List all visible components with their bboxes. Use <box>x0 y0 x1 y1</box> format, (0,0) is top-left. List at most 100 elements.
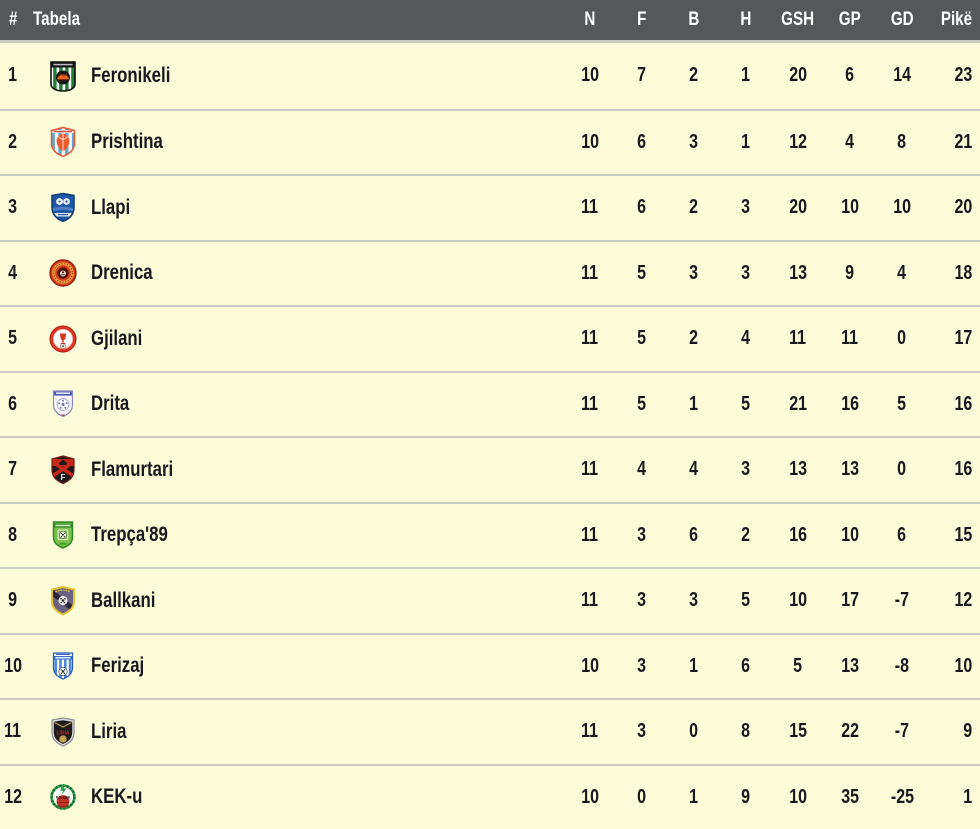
stat-b: 1 <box>689 785 699 808</box>
table-row[interactable]: 6 Drita 11 5 1 5 21 16 5 16 <box>0 370 980 436</box>
drita-logo-icon <box>48 388 78 420</box>
stat-pike: 16 <box>954 392 972 415</box>
club-name: Llapi <box>91 195 131 219</box>
col-header-b: B <box>688 9 700 30</box>
stat-h: 1 <box>741 130 751 153</box>
stat-gp: 17 <box>841 589 859 612</box>
stat-gp: 11 <box>841 327 859 350</box>
stat-gp: 4 <box>845 130 855 153</box>
table-row[interactable]: 7 F Flamurtari 11 4 4 3 13 13 0 16 <box>0 436 980 502</box>
stat-gd: -7 <box>894 720 910 743</box>
stat-gd: 4 <box>897 261 907 284</box>
stat-gd: 8 <box>897 130 907 153</box>
stat-gsh: 20 <box>789 196 807 219</box>
stat-n: 10 <box>581 64 599 87</box>
stat-b: 3 <box>689 589 699 612</box>
stat-b: 3 <box>689 130 699 153</box>
svg-text:K.F KEK: K.F KEK <box>56 796 71 800</box>
stat-n: 11 <box>581 589 599 612</box>
liria-logo-icon: LIRIA <box>48 716 78 748</box>
stat-b: 2 <box>689 64 699 87</box>
stat-h: 6 <box>741 654 751 677</box>
stat-f: 4 <box>637 458 647 481</box>
stat-gp: 9 <box>845 261 855 284</box>
stat-gsh: 21 <box>789 392 807 415</box>
stat-f: 5 <box>637 261 647 284</box>
stat-pike: 10 <box>954 654 972 677</box>
stat-gp: 13 <box>841 458 859 481</box>
stat-h: 9 <box>741 785 751 808</box>
stat-f: 6 <box>637 196 647 219</box>
prishtina-logo-icon <box>48 126 78 158</box>
stat-gsh: 16 <box>789 523 807 546</box>
club-name: Gjilani <box>91 326 143 350</box>
stat-gp: 16 <box>841 392 859 415</box>
table-row[interactable]: 1 Feronikeli 10 7 2 1 20 6 14 23 <box>0 43 980 109</box>
stat-h: 5 <box>741 392 751 415</box>
stat-pike: 20 <box>954 196 972 219</box>
stat-h: 2 <box>741 523 751 546</box>
stat-n: 11 <box>581 196 599 219</box>
stat-f: 3 <box>637 720 647 743</box>
svg-text:LIRIA: LIRIA <box>56 730 69 736</box>
stat-pike: 17 <box>954 327 972 350</box>
table-row[interactable]: 11 LIRIA Liria 11 3 0 8 15 22 -7 9 <box>0 698 980 764</box>
club-name: Trepça'89 <box>91 523 168 547</box>
stat-f: 0 <box>637 785 647 808</box>
stat-gd: 0 <box>897 458 907 481</box>
stat-n: 10 <box>581 785 599 808</box>
svg-text:F: F <box>61 473 66 482</box>
drenica-logo-icon <box>48 257 78 289</box>
stat-b: 2 <box>689 327 699 350</box>
stat-h: 3 <box>741 458 751 481</box>
stat-h: 3 <box>741 261 751 284</box>
stat-gsh: 13 <box>789 261 807 284</box>
table-row[interactable]: 3 Llapi 11 6 2 3 20 10 10 20 <box>0 174 980 240</box>
stat-pike: 15 <box>954 523 972 546</box>
stat-pike: 12 <box>954 589 972 612</box>
stat-gsh: 5 <box>793 654 803 677</box>
stat-n: 11 <box>581 720 599 743</box>
stat-n: 10 <box>581 654 599 677</box>
rank: 5 <box>8 327 18 350</box>
stat-gp: 35 <box>841 785 859 808</box>
table-row[interactable]: 8 Trepça'89 11 3 6 2 16 10 6 15 <box>0 501 980 567</box>
stat-gsh: 13 <box>789 458 807 481</box>
stat-b: 1 <box>689 392 699 415</box>
stat-gsh: 10 <box>789 589 807 612</box>
club-name: Ferizaj <box>91 654 145 678</box>
table-row[interactable]: 10 Ferizaj 10 3 1 6 5 13 -8 10 <box>0 632 980 698</box>
stat-f: 3 <box>637 523 647 546</box>
flamurtari-logo-icon: F <box>48 454 78 486</box>
stat-h: 5 <box>741 589 751 612</box>
table-row[interactable]: 12 K.F KEK KEK-u 10 0 1 9 10 35 -25 1 <box>0 763 980 829</box>
stat-gp: 6 <box>845 64 855 87</box>
table-row[interactable]: 2 Prishtina 10 6 3 1 12 4 8 21 <box>0 108 980 174</box>
stat-pike: 1 <box>963 785 972 808</box>
stat-n: 11 <box>581 327 599 350</box>
stat-b: 6 <box>689 523 699 546</box>
stat-pike: 18 <box>954 261 972 284</box>
stat-gsh: 10 <box>789 785 807 808</box>
stat-gsh: 20 <box>789 64 807 87</box>
rank: 10 <box>4 654 22 677</box>
rank: 9 <box>8 589 18 612</box>
stat-h: 8 <box>741 720 751 743</box>
stat-gd: 6 <box>897 523 907 546</box>
rank: 11 <box>4 720 22 743</box>
table-row[interactable]: 9 Ballkani 11 3 3 5 10 17 -7 12 <box>0 567 980 633</box>
club-name: Flamurtari <box>91 457 174 481</box>
col-header-gd: GD <box>890 9 914 30</box>
rank: 12 <box>4 785 22 808</box>
stat-n: 11 <box>581 523 599 546</box>
stat-gsh: 11 <box>789 327 807 350</box>
table-row[interactable]: 5 Gjilani 11 5 2 4 11 11 0 17 <box>0 305 980 371</box>
stat-f: 5 <box>637 327 647 350</box>
rank: 3 <box>8 196 18 219</box>
feronikeli-logo-icon <box>48 60 78 92</box>
table-row[interactable]: 4 Drenica 11 5 3 3 13 9 4 18 <box>0 239 980 305</box>
stat-b: 4 <box>689 458 699 481</box>
stat-f: 6 <box>637 130 647 153</box>
stat-b: 2 <box>689 196 699 219</box>
